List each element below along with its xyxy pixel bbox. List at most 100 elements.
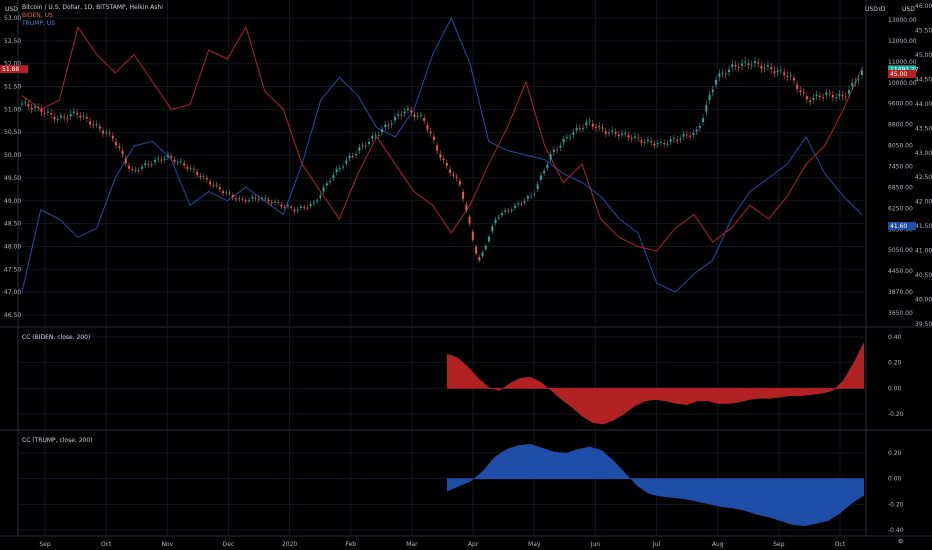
btc-candle (621, 133, 623, 135)
btc-candle (854, 81, 857, 83)
btc-candle (241, 198, 244, 200)
btc-candle (432, 136, 435, 141)
btc-candle (63, 116, 66, 118)
btc-candle (102, 130, 105, 134)
btc-candle (261, 198, 263, 199)
btc-candle (235, 198, 238, 200)
right-scale-label-usd[interactable]: USD (865, 6, 878, 13)
btc-candle (695, 129, 698, 132)
btc-candle (630, 138, 633, 140)
btc-candle (682, 134, 685, 137)
btc-candle (585, 122, 588, 126)
btc-candle (747, 63, 750, 66)
btc-candle (329, 181, 332, 183)
x-tick: Dec (223, 541, 235, 548)
btc-candle (205, 177, 208, 180)
btc-candle (338, 168, 341, 169)
btc-candle (468, 216, 471, 224)
y-left-tick: 49.00 (4, 198, 21, 205)
btc-candle (510, 209, 513, 211)
btc-candle (290, 206, 293, 208)
btc-candle (643, 142, 646, 143)
btc-candle (533, 193, 536, 195)
btc-candle (238, 198, 241, 200)
btc-candle (131, 169, 134, 171)
btc-candle (153, 160, 156, 163)
btc-candle (170, 156, 173, 158)
btc-candle (166, 154, 169, 157)
btc-candle (403, 111, 406, 114)
btc-candle (598, 126, 601, 127)
x-tick: Nov (161, 541, 173, 548)
btc-candle (186, 167, 189, 169)
btc-candle (536, 184, 539, 190)
btc-candle (617, 134, 620, 137)
x-tick: Oct (835, 541, 846, 548)
biden-right-tag: 45.00 (890, 71, 907, 78)
btc-candle (442, 158, 445, 161)
btc-candle (861, 70, 863, 76)
btc-candle (371, 135, 374, 139)
btc-candle (818, 95, 821, 97)
btc-candle (679, 138, 682, 140)
btc-candle (69, 114, 72, 117)
btc-candle (676, 139, 679, 141)
settings-icon[interactable]: ⚙ (898, 538, 904, 545)
btc-candle (715, 79, 718, 85)
btc-candle (342, 166, 345, 168)
btc-candle (179, 161, 182, 163)
btc-candle (789, 75, 792, 77)
trump-cc-y-tick: -0.40 (888, 527, 904, 534)
y-left-tick: 50.00 (4, 152, 21, 159)
btc-candle (105, 132, 108, 134)
btc-candle (218, 187, 221, 190)
y-right-price-tick: 4450.00 (888, 268, 913, 275)
right-scale-label-id[interactable]: ID (879, 6, 886, 13)
btc-candle (728, 69, 731, 73)
biden-last-tag: 51.88 (2, 66, 19, 73)
y-right-price-tick: 11000.00 (888, 59, 917, 66)
btc-candle (53, 116, 56, 120)
btc-candle (672, 138, 675, 140)
btc-candle (111, 135, 114, 139)
btc-candle (254, 197, 257, 199)
btc-candle (653, 143, 656, 146)
btc-candle (539, 175, 542, 180)
btc-candle (497, 216, 500, 219)
btc-candle (137, 170, 140, 172)
btc-candle (659, 142, 662, 143)
btc-candle (812, 97, 815, 100)
x-tick: Apr (468, 541, 479, 548)
y-left-tick: 50.50 (4, 129, 21, 136)
btc-candle (646, 139, 649, 141)
btc-candle (685, 134, 688, 136)
y-right-pct-tick: 44.50 (915, 76, 932, 83)
btc-candle (147, 163, 150, 165)
btc-candle (689, 135, 692, 137)
btc-candle (799, 90, 802, 93)
y-right-price-tick: 6250.00 (888, 205, 913, 212)
btc-candle (283, 206, 286, 208)
biden-cc-y-tick: 0.20 (888, 360, 902, 367)
btc-candle (79, 115, 82, 118)
y-right-pct-tick: 43.50 (915, 125, 932, 132)
btc-candle (640, 140, 643, 143)
btc-candle (82, 115, 85, 117)
btc-candle (348, 155, 351, 159)
btc-candle (30, 107, 33, 110)
btc-candle (419, 115, 422, 117)
btc-candle (387, 125, 390, 126)
btc-candle (209, 181, 212, 185)
btc-candle (549, 154, 552, 160)
y-left-tick: 52.50 (4, 38, 21, 45)
y-right-pct-tick: 40.50 (915, 272, 932, 279)
btc-candle (361, 145, 364, 147)
btc-candle (481, 252, 484, 257)
btc-candle (578, 128, 581, 129)
y-left-tick: 51.00 (4, 106, 21, 113)
y-right-price-tick: 8800.00 (888, 122, 913, 129)
btc-candle (753, 61, 756, 64)
y-right-pct-tick: 39.50 (915, 321, 932, 328)
btc-candle (452, 174, 455, 176)
